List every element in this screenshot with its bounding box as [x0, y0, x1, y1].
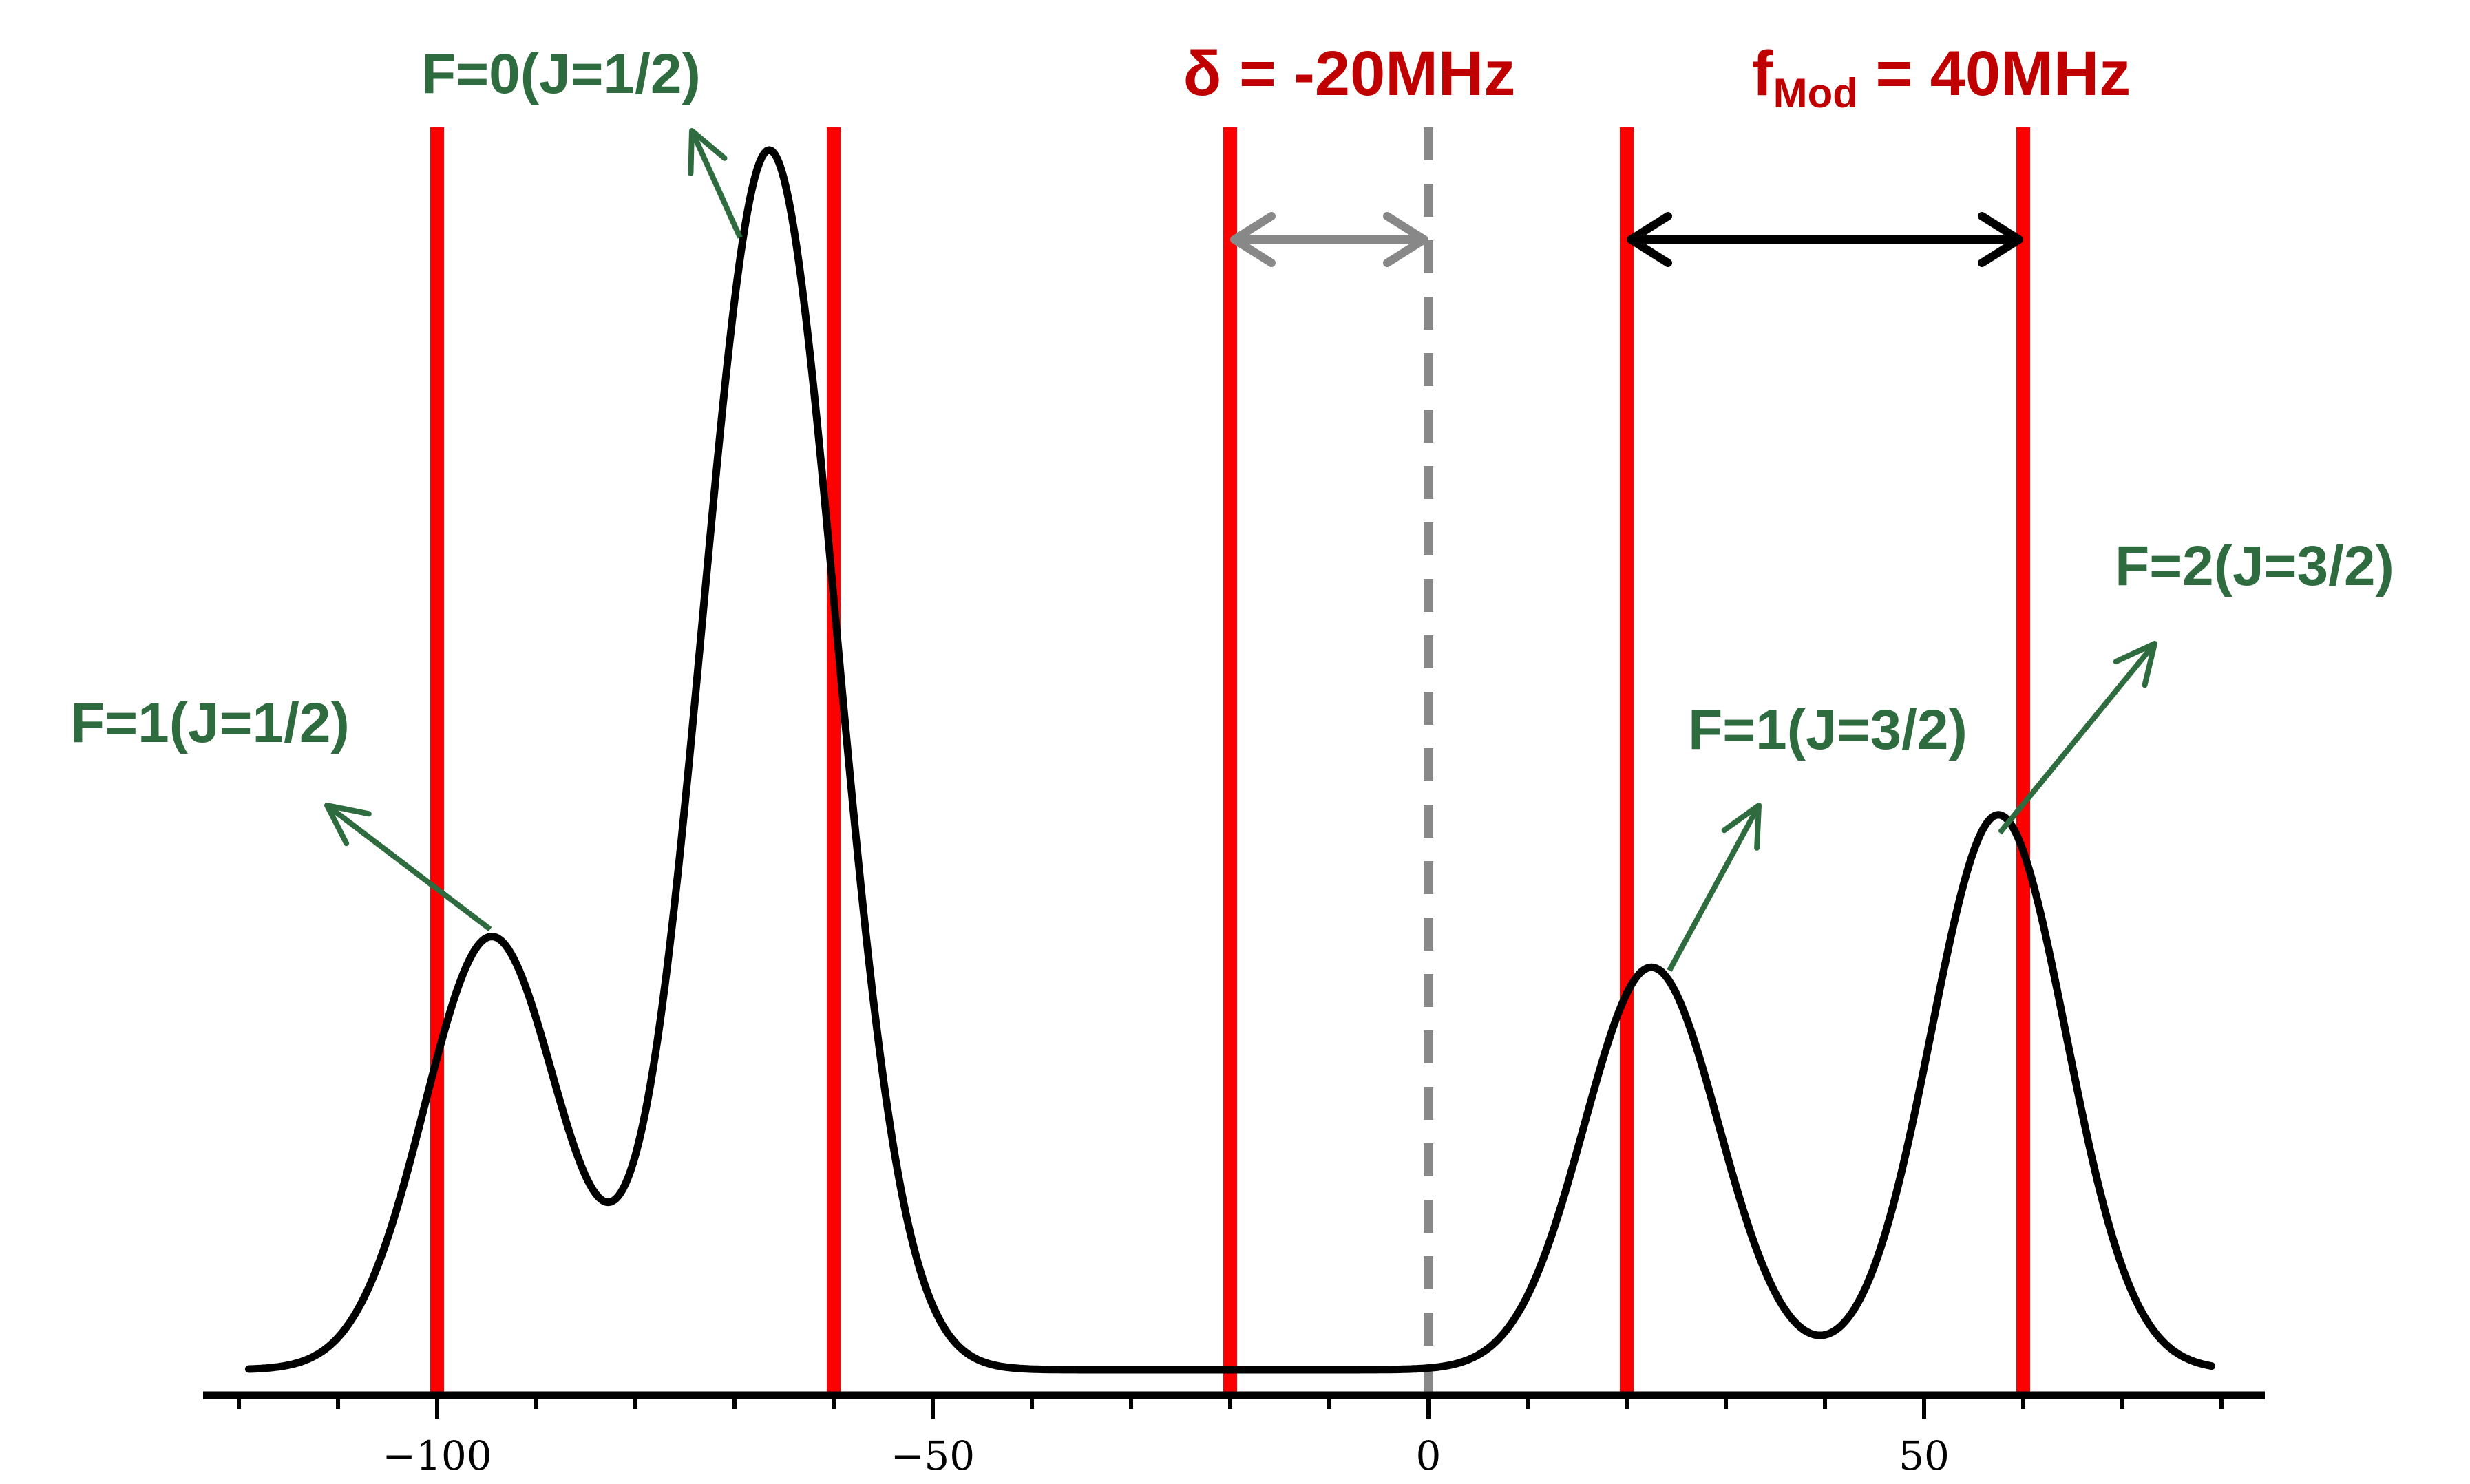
fmod-label: fMod = 40MHz — [1752, 39, 2131, 116]
delta-label: δ = -20MHz — [1183, 39, 1516, 109]
pointer-f1-j32-head — [1721, 803, 1762, 851]
x-tick-label: −100 — [382, 1432, 492, 1479]
peak-label-f1-j12: F=1(J=1/2) — [70, 692, 350, 754]
peak-label-f2-j32: F=2(J=3/2) — [2115, 535, 2394, 597]
delta-arrow-head-right — [1383, 212, 1428, 267]
pointer-f0-j12-head — [688, 128, 728, 176]
peak-label-f1-j32: F=1(J=3/2) — [1688, 699, 1967, 761]
pointer-f1-j12-head — [324, 803, 372, 847]
x-tick-label: 0 — [1416, 1432, 1442, 1479]
fmod-arrow-head-left — [1627, 212, 1672, 267]
pointer-f1-j32 — [1667, 804, 1762, 972]
x-axis: −100 −50 0 50 — [203, 1391, 2265, 1479]
pointer-arrows-layer — [324, 128, 2157, 972]
delta-arrow-head-left — [1230, 212, 1276, 267]
x-tick-label: −50 — [891, 1432, 975, 1479]
pointer-f2-j32-head — [2113, 641, 2157, 688]
x-tick-label: 50 — [1899, 1432, 1950, 1479]
pointer-f1-j12 — [325, 803, 492, 932]
pointer-f2-j32 — [1997, 642, 2157, 835]
pointer-f0-j12 — [689, 129, 743, 239]
peak-label-f0-j12: F=0(J=1/2) — [421, 43, 701, 105]
fmod-arrow-head-right — [1978, 212, 2023, 267]
spectrum-curve — [244, 146, 2216, 1374]
laser-lines-layer — [430, 127, 2030, 1395]
arrows-layer — [1230, 212, 2023, 267]
